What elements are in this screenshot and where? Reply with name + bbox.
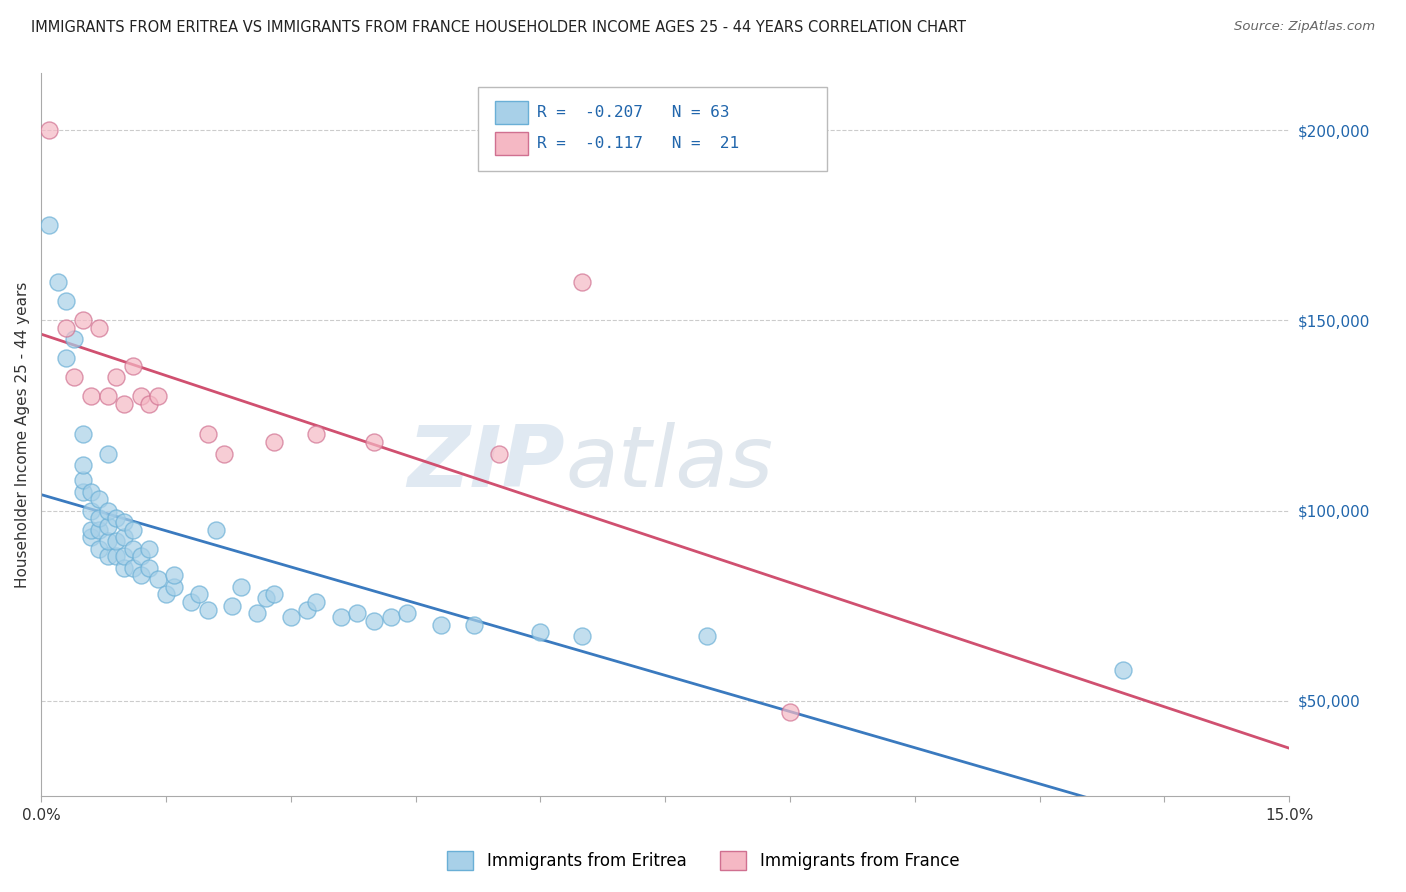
- Point: [429, 617, 451, 632]
- Point: [180, 595, 202, 609]
- Legend: Immigrants from Eritrea, Immigrants from France: Immigrants from Eritrea, Immigrants from…: [440, 844, 966, 877]
- Point: [129, 568, 152, 582]
- Point: [329, 610, 352, 624]
- Point: [89, 523, 111, 537]
- Point: [112, 560, 135, 574]
- Text: atlas: atlas: [565, 422, 773, 505]
- Point: [1112, 664, 1135, 678]
- FancyBboxPatch shape: [478, 87, 827, 170]
- Point: [121, 560, 143, 574]
- Point: [280, 610, 302, 624]
- Text: Source: ZipAtlas.com: Source: ZipAtlas.com: [1234, 20, 1375, 33]
- Point: [779, 706, 801, 720]
- Point: [212, 446, 235, 460]
- Point: [121, 523, 143, 537]
- Point: [89, 321, 111, 335]
- Point: [80, 530, 103, 544]
- Point: [363, 435, 385, 450]
- Point: [363, 614, 385, 628]
- Text: R =  -0.117   N =  21: R = -0.117 N = 21: [537, 136, 738, 151]
- Point: [197, 427, 219, 442]
- Point: [488, 446, 510, 460]
- Point: [97, 446, 120, 460]
- Point: [97, 534, 120, 549]
- Point: [89, 511, 111, 525]
- Point: [72, 484, 94, 499]
- Point: [97, 389, 120, 403]
- Point: [63, 332, 86, 346]
- Point: [221, 599, 243, 613]
- Point: [696, 629, 718, 643]
- Point: [72, 427, 94, 442]
- Point: [129, 549, 152, 564]
- Point: [571, 629, 593, 643]
- Point: [89, 492, 111, 507]
- Point: [146, 389, 169, 403]
- Point: [263, 435, 285, 450]
- Point: [105, 370, 128, 384]
- Text: IMMIGRANTS FROM ERITREA VS IMMIGRANTS FROM FRANCE HOUSEHOLDER INCOME AGES 25 - 4: IMMIGRANTS FROM ERITREA VS IMMIGRANTS FR…: [31, 20, 966, 35]
- Y-axis label: Householder Income Ages 25 - 44 years: Householder Income Ages 25 - 44 years: [15, 281, 30, 588]
- Point: [305, 595, 328, 609]
- Point: [205, 523, 228, 537]
- Point: [55, 321, 77, 335]
- Point: [80, 389, 103, 403]
- Point: [55, 294, 77, 309]
- Point: [89, 541, 111, 556]
- Point: [571, 275, 593, 289]
- Point: [254, 591, 277, 606]
- Point: [129, 389, 152, 403]
- Point: [155, 587, 177, 601]
- Point: [246, 607, 269, 621]
- Point: [97, 549, 120, 564]
- Point: [80, 503, 103, 517]
- Point: [80, 523, 103, 537]
- Point: [38, 218, 60, 232]
- Point: [63, 370, 86, 384]
- Point: [138, 541, 160, 556]
- Point: [105, 549, 128, 564]
- Point: [380, 610, 402, 624]
- Point: [72, 458, 94, 472]
- Point: [163, 580, 186, 594]
- Point: [146, 572, 169, 586]
- Point: [463, 617, 485, 632]
- FancyBboxPatch shape: [495, 131, 527, 154]
- Point: [229, 580, 252, 594]
- Point: [346, 607, 368, 621]
- Point: [121, 359, 143, 373]
- Point: [97, 518, 120, 533]
- Text: ZIP: ZIP: [408, 422, 565, 505]
- Text: R =  -0.207   N = 63: R = -0.207 N = 63: [537, 105, 730, 120]
- Point: [112, 549, 135, 564]
- Point: [263, 587, 285, 601]
- Point: [396, 607, 419, 621]
- Point: [297, 602, 319, 616]
- Point: [112, 397, 135, 411]
- Point: [80, 484, 103, 499]
- Point: [72, 473, 94, 487]
- Point: [46, 275, 69, 289]
- Point: [112, 530, 135, 544]
- Point: [163, 568, 186, 582]
- Point: [188, 587, 211, 601]
- Point: [197, 602, 219, 616]
- FancyBboxPatch shape: [495, 101, 527, 124]
- Point: [112, 515, 135, 529]
- Point: [105, 511, 128, 525]
- Point: [72, 313, 94, 327]
- Point: [529, 625, 551, 640]
- Point: [121, 541, 143, 556]
- Point: [138, 560, 160, 574]
- Point: [105, 534, 128, 549]
- Point: [55, 351, 77, 366]
- Point: [138, 397, 160, 411]
- Point: [305, 427, 328, 442]
- Point: [38, 123, 60, 137]
- Point: [97, 503, 120, 517]
